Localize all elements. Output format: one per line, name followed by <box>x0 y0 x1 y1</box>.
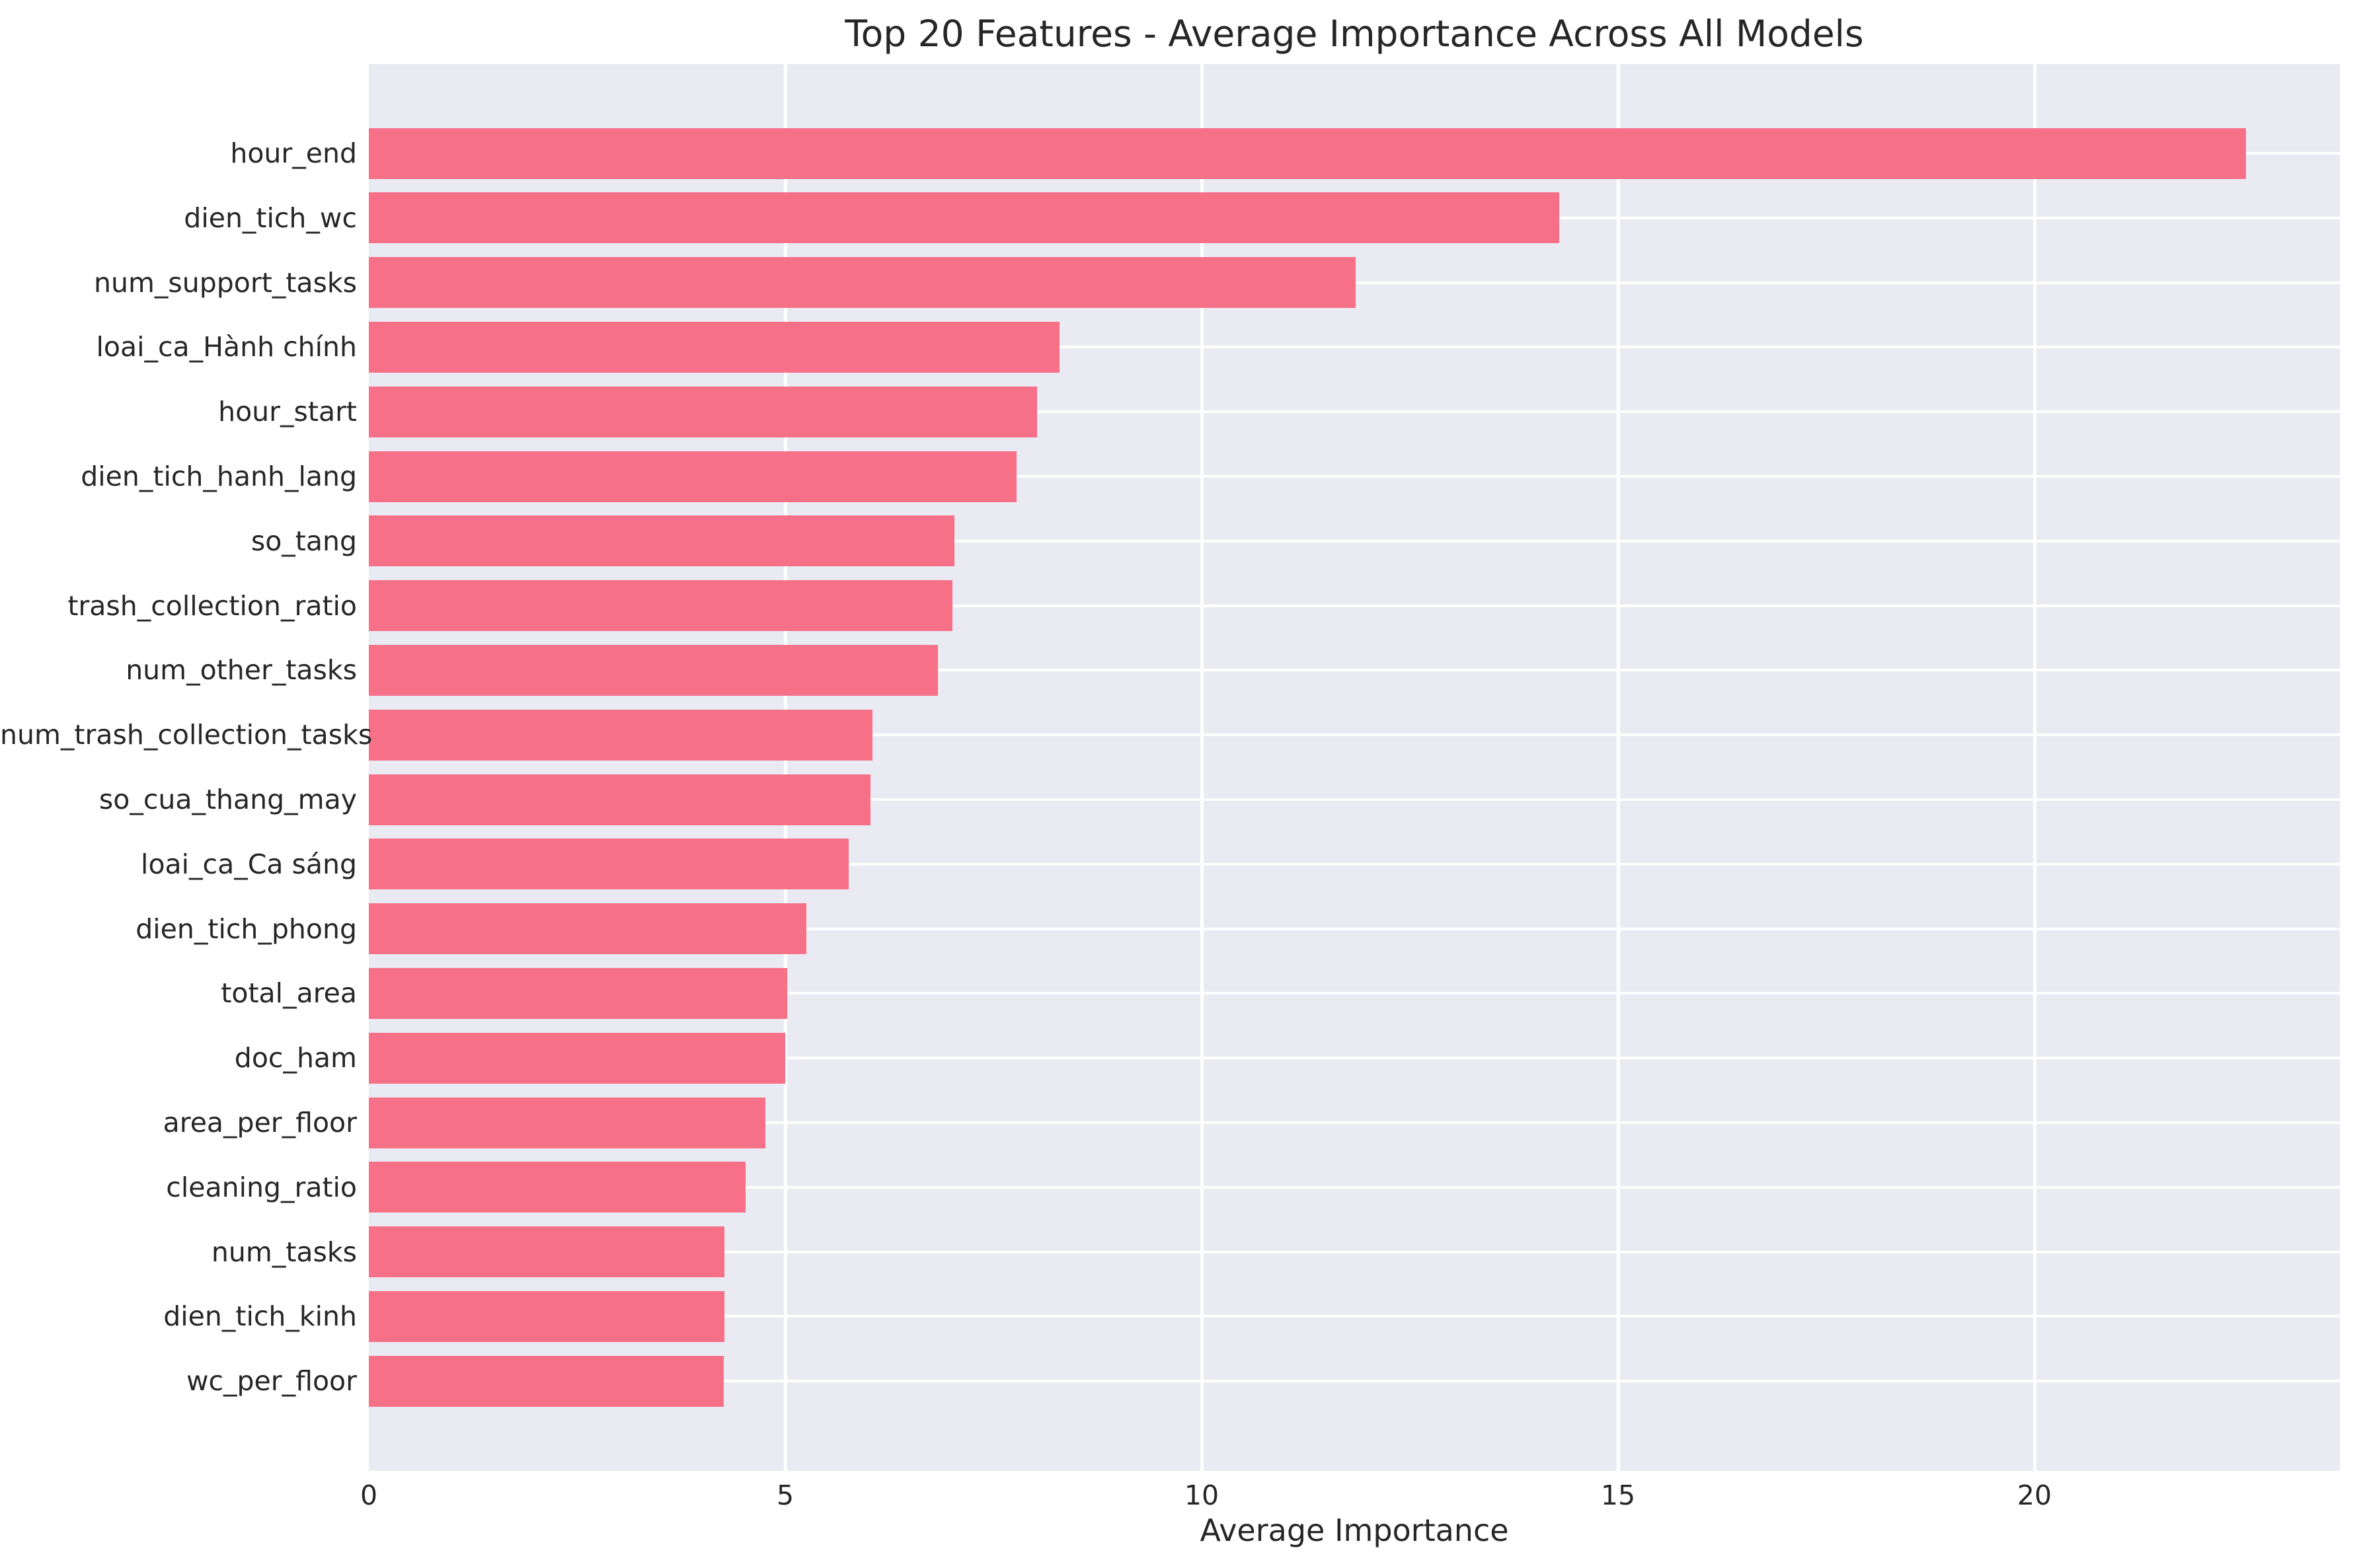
y-tick-label: doc_ham <box>234 1042 357 1074</box>
y-tick-label: num_other_tasks <box>126 654 357 687</box>
plot-area <box>369 64 2340 1471</box>
y-tick-label: cleaning_ratio <box>166 1171 357 1203</box>
y-tick-label: loai_ca_Hành chính <box>96 331 357 363</box>
x-tick-label: 20 <box>2017 1479 2052 1511</box>
y-tick-label: so_tang <box>251 525 357 557</box>
bar-cleaning_ratio <box>369 1162 746 1213</box>
x-tick-label: 10 <box>1184 1479 1219 1511</box>
x-tick-label: 0 <box>360 1479 378 1511</box>
chart-title: Top 20 Features - Average Importance Acr… <box>845 13 1864 55</box>
y-tick-label: dien_tich_kinh <box>163 1300 357 1333</box>
y-tick-label: num_support_tasks <box>94 266 357 299</box>
bar-num_other_tasks <box>369 644 938 696</box>
bar-dien_tich_wc <box>369 192 1559 244</box>
bar-num_trash_collection_tasks <box>369 709 873 761</box>
horizontal-gridline <box>369 733 2340 737</box>
x-axis-label: Average Importance <box>1200 1512 1509 1548</box>
bar-dien_tich_kinh <box>369 1290 725 1342</box>
bar-loai_ca_Ca sáng <box>369 839 849 890</box>
horizontal-gridline <box>369 539 2340 542</box>
horizontal-gridline <box>369 669 2340 672</box>
y-tick-label: dien_tich_hanh_lang <box>81 461 357 492</box>
bar-dien_tich_phong <box>369 903 806 955</box>
bar-wc_per_floor <box>369 1355 724 1407</box>
bar-dien_tich_hanh_lang <box>369 451 1017 502</box>
y-tick-label: total_area <box>221 977 357 1010</box>
bar-loai_ca_Hành chính <box>369 321 1060 373</box>
bar-so_cua_thang_may <box>369 774 870 825</box>
x-tick-label: 15 <box>1600 1479 1636 1511</box>
bar-trash_collection_ratio <box>369 580 953 632</box>
y-tick-label: hour_end <box>230 137 357 169</box>
y-tick-label: dien_tich_phong <box>135 913 357 945</box>
y-tick-label: num_trash_collection_tasks <box>0 719 373 751</box>
x-tick-label: 5 <box>776 1479 794 1511</box>
bar-num_support_tasks <box>369 257 1356 309</box>
vertical-gridline <box>2032 64 2036 1471</box>
horizontal-gridline <box>369 1315 2340 1318</box>
bar-doc_ham <box>369 1032 785 1084</box>
y-tick-label: dien_tich_wc <box>184 202 357 234</box>
horizontal-gridline <box>369 1185 2340 1189</box>
horizontal-gridline <box>369 1057 2340 1060</box>
bar-so_tang <box>369 515 954 567</box>
horizontal-gridline <box>369 927 2340 930</box>
bar-hour_end <box>369 128 2247 179</box>
vertical-gridline <box>1200 64 1204 1471</box>
y-tick-label: so_cua_thang_may <box>98 784 357 815</box>
vertical-gridline <box>1616 64 1620 1471</box>
y-tick-label: trash_collection_ratio <box>67 589 357 622</box>
y-tick-label: loai_ca_Ca sáng <box>141 848 357 880</box>
horizontal-gridline <box>369 1121 2340 1124</box>
y-tick-label: num_tasks <box>211 1236 357 1268</box>
horizontal-gridline <box>369 1380 2340 1383</box>
bar-total_area <box>369 967 787 1019</box>
horizontal-gridline <box>369 798 2340 801</box>
horizontal-gridline <box>369 475 2340 478</box>
horizontal-gridline <box>369 410 2340 414</box>
horizontal-gridline <box>369 1250 2340 1253</box>
horizontal-gridline <box>369 862 2340 866</box>
horizontal-gridline <box>369 992 2340 995</box>
y-tick-label: hour_start <box>218 396 357 428</box>
horizontal-gridline <box>369 346 2340 349</box>
bar-area_per_floor <box>369 1097 765 1148</box>
bar-hour_start <box>369 386 1037 437</box>
y-tick-label: area_per_floor <box>163 1107 357 1139</box>
y-tick-label: wc_per_floor <box>186 1365 357 1398</box>
bar-num_tasks <box>369 1226 725 1278</box>
horizontal-gridline <box>369 604 2340 607</box>
vertical-gridline <box>783 64 787 1471</box>
